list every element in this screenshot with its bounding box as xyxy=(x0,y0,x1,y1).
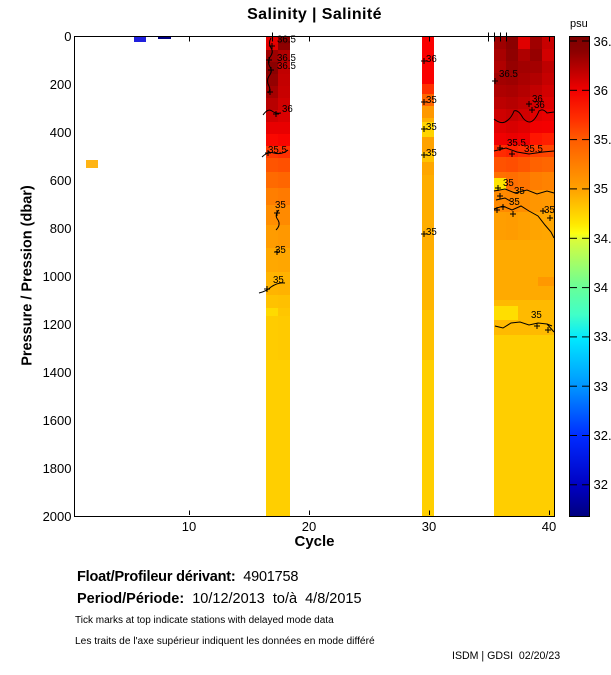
svg-text:35: 35 xyxy=(273,275,284,286)
svg-text:35.5: 35.5 xyxy=(524,144,543,155)
svg-text:36.5: 36.5 xyxy=(277,53,296,64)
svg-text:36.5: 36.5 xyxy=(277,34,296,45)
svg-text:35: 35 xyxy=(426,122,437,133)
svg-text:35: 35 xyxy=(531,310,542,321)
svg-text:35: 35 xyxy=(275,200,286,211)
svg-text:35: 35 xyxy=(503,178,514,189)
svg-text:35: 35 xyxy=(426,227,437,238)
svg-text:35: 35 xyxy=(509,197,520,208)
svg-text:35.5: 35.5 xyxy=(268,145,287,156)
svg-text:35.5: 35.5 xyxy=(507,138,526,149)
svg-text:35: 35 xyxy=(275,245,286,256)
svg-text:36: 36 xyxy=(282,104,293,115)
svg-text:35: 35 xyxy=(426,148,437,159)
svg-text:36: 36 xyxy=(534,100,545,111)
svg-text:36.5: 36.5 xyxy=(277,61,296,72)
svg-text:36.5: 36.5 xyxy=(499,69,518,80)
svg-text:35: 35 xyxy=(544,205,555,216)
svg-text:36: 36 xyxy=(532,94,543,105)
svg-text:35: 35 xyxy=(426,95,437,106)
svg-text:35: 35 xyxy=(514,186,525,197)
svg-text:36: 36 xyxy=(426,54,437,65)
